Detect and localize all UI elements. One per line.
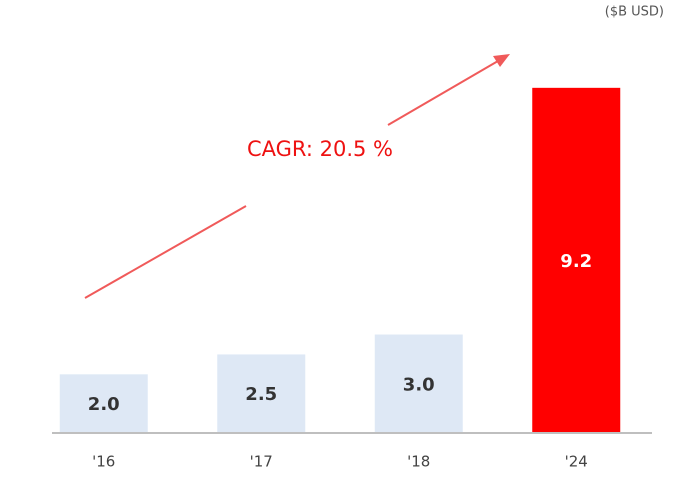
value-label: 9.2 <box>560 251 592 272</box>
value-label: 2.0 <box>88 394 120 415</box>
value-label: 3.0 <box>403 374 435 395</box>
x-tick-label: '18 <box>407 453 430 471</box>
cagr-annotation: CAGR: 20.5 % <box>247 137 393 161</box>
x-tick-label: '24 <box>565 453 588 471</box>
arrow-head <box>493 54 510 67</box>
bar <box>372 332 465 434</box>
arrow-segment <box>387 60 499 126</box>
x-tick-label: '16 <box>92 453 115 471</box>
value-label: 2.5 <box>245 384 277 405</box>
bar <box>57 372 150 435</box>
x-tick-label: '17 <box>250 453 273 471</box>
arrow-segment <box>84 205 247 299</box>
bar <box>215 352 308 434</box>
unit-note: ($B USD) <box>605 5 664 20</box>
bar <box>530 85 623 435</box>
